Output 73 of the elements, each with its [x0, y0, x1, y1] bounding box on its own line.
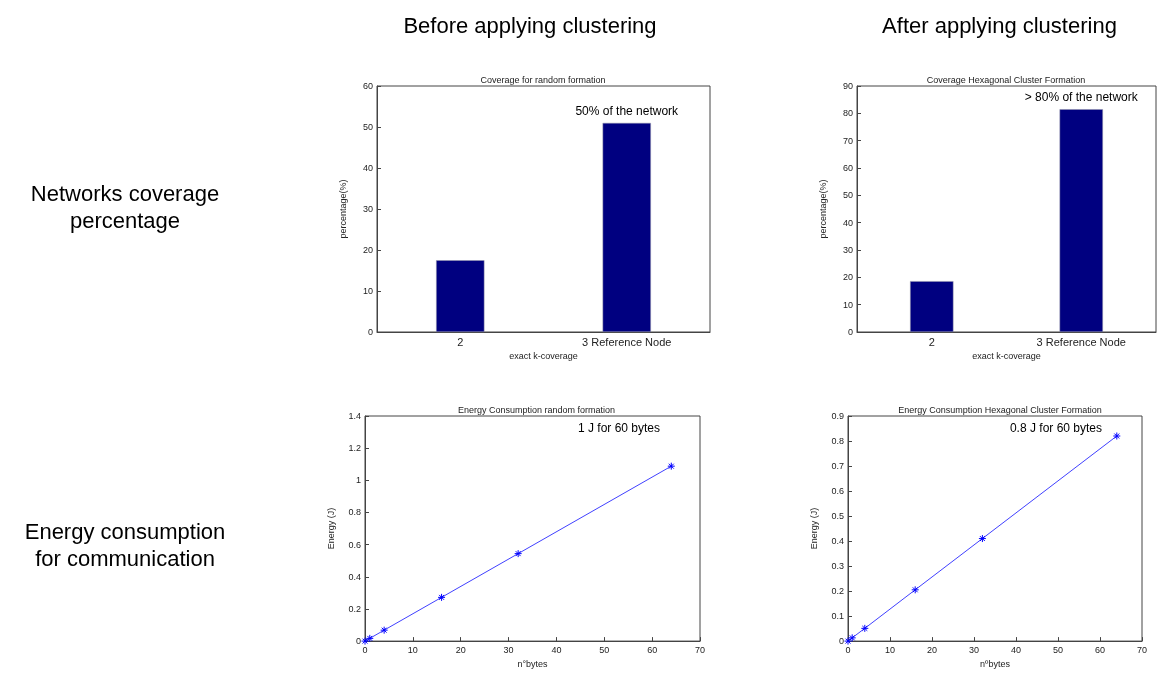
- y-axis-title: Energy (J): [808, 507, 819, 550]
- x-tick-label: 20: [926, 644, 938, 655]
- annotation: > 80% of the network: [1024, 90, 1139, 105]
- x-tick-label: 20: [455, 644, 466, 655]
- y-tick-label: 0.4: [348, 571, 361, 582]
- x-tick-label: 30: [503, 644, 514, 655]
- y-tick-label: 0: [847, 327, 853, 337]
- y-tick-label: 0.1: [831, 611, 844, 622]
- annotation: 1 J for 60 bytes: [577, 421, 660, 435]
- y-tick-label: 40: [362, 163, 373, 173]
- y-tick-label: 0.8: [348, 507, 361, 518]
- text: Energy consumption for communication: [23, 518, 227, 572]
- y-tick-label: 70: [842, 135, 853, 146]
- y-tick-label: 0.7: [831, 461, 844, 472]
- x-tick-label: 10: [884, 644, 896, 655]
- chart-title: Energy Consumption Hexagonal Cluster Formation: [898, 404, 1102, 415]
- y-axis-title: percentage(%): [817, 179, 828, 239]
- x-tick-label: 60: [1094, 644, 1106, 655]
- annotation: 50% of the network: [575, 103, 680, 118]
- y-tick-label: 30: [362, 204, 373, 214]
- text: Before applying clustering: [402, 12, 658, 39]
- y-tick-label: 0.6: [348, 539, 361, 550]
- y-tick-label: 0.2: [348, 603, 361, 614]
- x-tick-label: 30: [968, 644, 980, 655]
- y-tick-label: 0: [838, 636, 844, 647]
- y-tick-label: 0.2: [831, 586, 844, 597]
- y-axis-title: Energy (J): [325, 507, 336, 550]
- y-tick-label: 10: [362, 286, 373, 296]
- x-tick-label: 2: [928, 335, 935, 348]
- x-tick-label: 70: [694, 644, 706, 655]
- y-tick-label: 1.4: [348, 411, 361, 421]
- y-tick-label: 0.9: [831, 411, 844, 421]
- y-tick-label: 50: [362, 122, 373, 132]
- chart-title: Coverage for random formation: [480, 74, 606, 85]
- y-axis-title: percentage(%): [337, 179, 348, 239]
- chart-title: Coverage Hexagonal Cluster Formation: [926, 74, 1086, 85]
- x-tick-label: 40: [551, 644, 562, 655]
- x-axis-title: n°bytes: [517, 658, 549, 669]
- x-tick-label: 10: [407, 644, 418, 655]
- x-tick-label: 60: [647, 644, 658, 655]
- x-tick-label: 3 Reference Node: [582, 335, 672, 348]
- y-tick-label: 0.8: [831, 436, 844, 447]
- y-tick-label: 30: [842, 245, 853, 255]
- annotation: 0.8 J for 60 bytes: [1009, 421, 1103, 435]
- y-tick-label: 50: [842, 190, 853, 201]
- text: After applying clustering: [881, 12, 1118, 39]
- y-tick-label: 60: [362, 81, 373, 91]
- x-axis-title: nºbytes: [980, 658, 1011, 669]
- y-tick-label: 80: [842, 108, 853, 119]
- x-axis-title: exact k-coverage: [972, 351, 1041, 362]
- y-tick-label: 20: [362, 245, 373, 255]
- y-tick-label: 1: [355, 475, 361, 486]
- y-tick-label: 0: [355, 636, 361, 647]
- x-tick-label: 3 Reference Node: [1036, 335, 1126, 348]
- y-tick-label: 20: [842, 272, 853, 283]
- y-tick-label: 0: [367, 327, 373, 337]
- y-tick-label: 0.4: [831, 536, 844, 547]
- y-tick-label: 60: [842, 163, 853, 173]
- y-tick-label: 0.6: [831, 486, 844, 497]
- chart-title: Energy Consumption random formation: [457, 404, 616, 415]
- y-tick-label: 1.2: [348, 443, 361, 454]
- x-axis-title: exact k-coverage: [509, 351, 578, 362]
- y-tick-label: 40: [842, 217, 853, 228]
- x-tick-label: 2: [457, 335, 464, 348]
- x-tick-label: 50: [599, 644, 610, 655]
- x-tick-label: 50: [1052, 644, 1064, 655]
- y-tick-label: 0.3: [831, 561, 844, 572]
- y-tick-label: 90: [842, 81, 853, 91]
- y-tick-label: 0.5: [831, 511, 844, 522]
- text: Networks coverage percentage: [29, 180, 221, 234]
- y-tick-label: 10: [842, 299, 853, 310]
- x-tick-label: 70: [1136, 644, 1148, 655]
- x-tick-label: 40: [1010, 644, 1022, 655]
